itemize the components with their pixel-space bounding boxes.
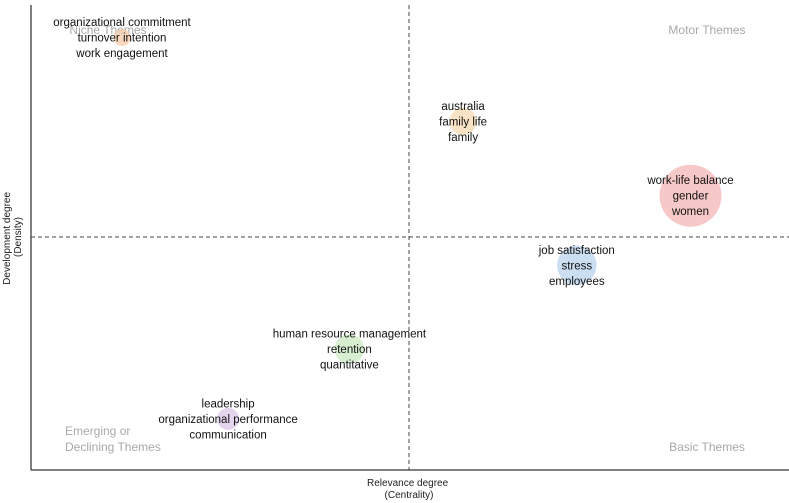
cluster-3-keyword-2: gender xyxy=(673,191,709,203)
y-axis-title: Development degree (Density) xyxy=(2,189,24,285)
quadrant-label-basic: Basic Themes xyxy=(669,440,745,454)
cluster-2-keyword-1: australia xyxy=(441,101,485,113)
cluster-1-keyword-2: turnover intention xyxy=(78,33,167,45)
cluster-2-keyword-2: family life xyxy=(439,116,487,128)
quadrant-label-motor-line-1: Motor Themes xyxy=(668,23,745,37)
cluster-label-6: leadership organizational performance comm… xyxy=(158,398,297,441)
cluster-bubble-2 xyxy=(449,107,477,135)
cluster-bubble-1 xyxy=(113,29,131,46)
cluster-label-1: organizational commitment turnover intent… xyxy=(53,17,191,60)
cluster-5-keyword-2: retention xyxy=(327,344,372,356)
cluster-bubble-5 xyxy=(334,334,365,364)
cluster-label-4: job satisfaction stress employees xyxy=(538,245,615,288)
cluster-4-keyword-2: stress xyxy=(561,260,592,272)
cluster-label-2: australia family life family xyxy=(439,101,487,144)
cluster-2-keyword-3: family xyxy=(448,132,478,144)
cluster-bubble-6 xyxy=(217,407,240,430)
quadrant-label-emerging-line-2: Declining Themes xyxy=(65,440,161,454)
cluster-4-keyword-1: job satisfaction xyxy=(538,245,615,257)
cluster-4-keyword-3: employees xyxy=(549,276,605,288)
quadrant-label-basic-line-1: Basic Themes xyxy=(669,440,745,454)
cluster-label-3: work-life balance gender women xyxy=(646,175,733,218)
quadrant-label-emerging-line-1: Emerging or xyxy=(65,424,130,438)
cluster-label-5: human resource management retention quanti… xyxy=(273,329,427,372)
cluster-5-keyword-1: human resource management xyxy=(273,329,427,341)
x-axis-title-line-2: (Centrality) xyxy=(385,490,434,501)
cluster-6-keyword-3: communication xyxy=(189,429,266,441)
y-axis-title-line-2: (Density) xyxy=(13,217,24,257)
cluster-5-keyword-3: quantitative xyxy=(320,360,379,372)
cluster-6-keyword-1: leadership xyxy=(202,398,255,410)
cluster-bubble-4 xyxy=(557,245,597,286)
cluster-1-keyword-3: work engagement xyxy=(75,48,168,60)
x-axis-title-line-1: Relevance degree xyxy=(367,478,449,489)
cluster-3-keyword-3: women xyxy=(671,206,709,218)
cluster-1-keyword-1: organizational commitment xyxy=(53,17,191,29)
cluster-bubble-3 xyxy=(659,164,722,227)
cluster-3-keyword-1: work-life balance xyxy=(646,175,733,187)
cluster-marks: organizational commitment turnover intent… xyxy=(53,17,733,441)
x-axis-title: Relevance degree (Centrality) xyxy=(367,478,451,501)
quadrant-label-motor: Motor Themes xyxy=(668,23,745,37)
y-axis-title-line-1: Development degree xyxy=(2,192,13,285)
cluster-6-keyword-2: organizational performance xyxy=(158,414,297,426)
quadrant-label-emerging: Emerging or Declining Themes xyxy=(65,424,161,454)
